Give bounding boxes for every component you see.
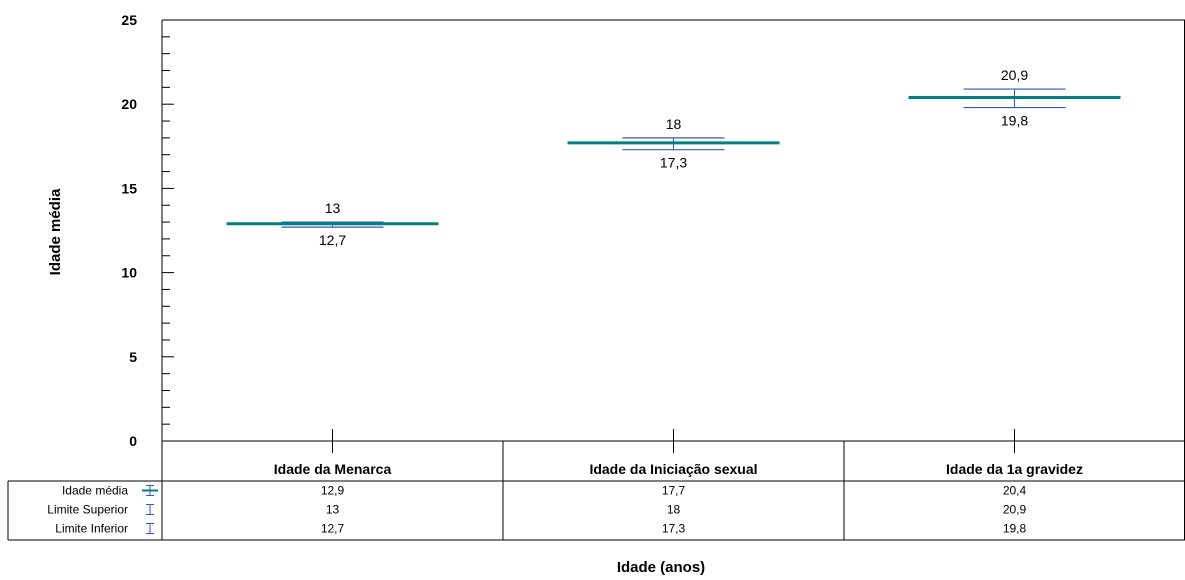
lower-data-label: 19,8 [1001, 113, 1028, 129]
category-label: Idade da Menarca [274, 461, 392, 477]
y-tick-label: 10 [121, 265, 137, 281]
lower-data-label: 17,3 [660, 155, 687, 171]
table-cell: 20,4 [1003, 484, 1027, 498]
y-tick-label: 15 [121, 180, 137, 196]
y-tick-label: 0 [129, 433, 137, 449]
table-row-label: Idade média [62, 484, 128, 498]
table-row-label: Limite Superior [47, 503, 128, 517]
y-tick-label: 20 [121, 96, 137, 112]
upper-data-label: 18 [666, 116, 682, 132]
y-axis-title: Idade média [47, 188, 64, 275]
table-cell: 13 [326, 503, 340, 517]
table-cell: 20,9 [1003, 503, 1027, 517]
x-axis-title: Idade (anos) [617, 559, 705, 576]
category-label: Idade da Iniciação sexual [589, 461, 757, 477]
table-cell: 17,7 [662, 484, 686, 498]
category-label: Idade da 1a gravidez [946, 461, 1083, 477]
upper-data-label: 13 [325, 200, 341, 216]
table-cell: 18 [667, 503, 681, 517]
y-tick-label: 25 [121, 12, 137, 28]
table-row-label: Limite Inferior [55, 522, 128, 536]
table-cell: 12,7 [321, 522, 345, 536]
lower-data-label: 12,7 [319, 232, 346, 248]
table-cell: 12,9 [321, 484, 345, 498]
y-tick-label: 5 [129, 349, 137, 365]
table-cell: 17,3 [662, 522, 686, 536]
table-cell: 19,8 [1003, 522, 1027, 536]
upper-data-label: 20,9 [1001, 67, 1028, 83]
